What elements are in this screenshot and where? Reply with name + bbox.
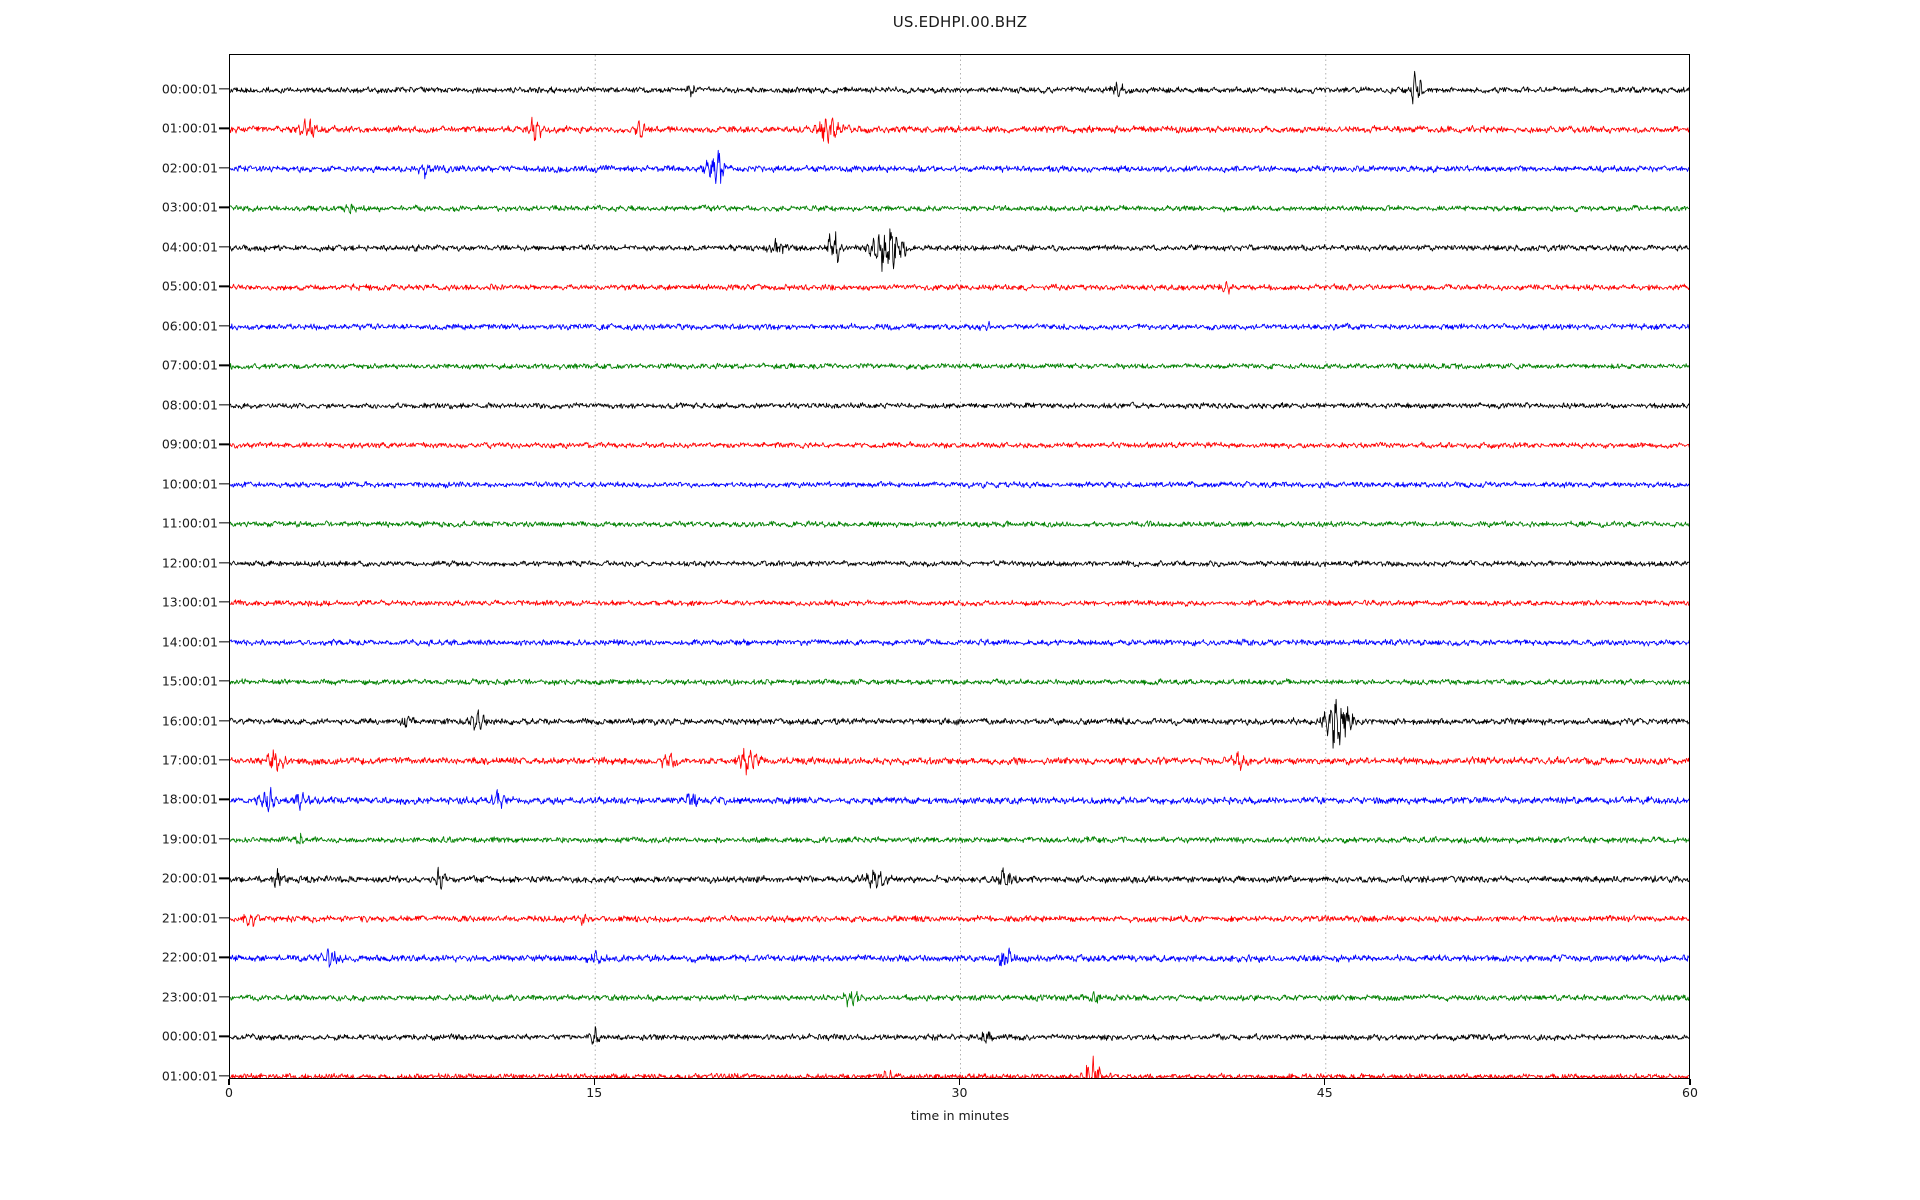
y-axis-tick-label: 14:00:01 — [161, 634, 218, 650]
x-axis-tick-mark — [1689, 1079, 1691, 1085]
waveform-trace — [230, 480, 1689, 489]
y-axis-tick-label: 00:00:01 — [161, 81, 218, 97]
y-axis-tick-label: 04:00:01 — [161, 239, 218, 255]
y-axis-tick-mark — [219, 838, 229, 840]
waveform-trace — [230, 866, 1689, 890]
waveform-trace — [230, 362, 1689, 371]
waveform-trace — [230, 116, 1689, 144]
y-axis-tick-label: 12:00:01 — [161, 555, 218, 571]
y-axis-tick-mark — [219, 561, 229, 564]
y-axis-tick-mark — [219, 680, 229, 682]
y-axis-tick-mark — [219, 956, 229, 958]
y-axis-tick-label: 03:00:01 — [161, 199, 218, 215]
y-axis-tick-label: 13:00:01 — [161, 594, 218, 610]
waveform-trace — [230, 281, 1689, 295]
waveform-trace — [230, 832, 1689, 845]
y-axis-tick-mark — [219, 285, 229, 287]
x-axis-tick-label: 30 — [951, 1085, 968, 1100]
waveform-trace — [230, 228, 1689, 272]
x-axis-tick-label: 0 — [225, 1085, 233, 1100]
waveform-trace — [230, 698, 1689, 749]
waveform-trace — [230, 990, 1689, 1008]
y-axis-tick-label: 16:00:01 — [161, 713, 218, 729]
waveform-trace — [230, 401, 1689, 410]
x-axis-tick-mark — [593, 1079, 595, 1085]
y-axis-tick-label: 23:00:01 — [161, 989, 218, 1005]
x-axis-tick-label: 15 — [586, 1085, 603, 1100]
y-axis-tick-mark — [219, 719, 229, 722]
y-axis-tick-mark — [219, 996, 229, 998]
y-axis-tick-mark — [219, 404, 229, 406]
waveform-trace — [230, 559, 1689, 568]
y-axis-tick-mark — [219, 640, 229, 643]
y-axis-tick-mark — [219, 601, 229, 603]
y-axis-tick-mark — [219, 522, 229, 524]
y-axis-tick-mark — [219, 246, 229, 248]
y-axis-tick-mark — [219, 483, 229, 485]
y-axis-tick-label: 17:00:01 — [161, 752, 218, 768]
waveform-trace — [230, 520, 1689, 528]
y-axis-tick-mark — [219, 798, 229, 801]
waveform-trace — [230, 786, 1689, 813]
waveform-trace — [230, 149, 1689, 185]
y-axis-tick-mark — [219, 443, 229, 445]
x-axis-tick-mark — [1324, 1079, 1326, 1085]
y-axis-tick-mark — [219, 127, 229, 130]
waveform-trace — [230, 913, 1689, 928]
waveform-trace — [230, 70, 1689, 105]
y-axis-tick-mark — [219, 364, 229, 366]
y-axis-tick-label: 21:00:01 — [161, 910, 218, 926]
y-axis-tick-label: 08:00:01 — [161, 397, 218, 413]
waveform-canvas — [230, 55, 1689, 1078]
y-axis-tick-labels: 00:00:01 01:00:01 02:00:01 03:00:01 04:00:01… — [0, 0, 218, 1200]
y-axis-tick-mark — [219, 759, 229, 761]
waveform-trace — [230, 1055, 1689, 1078]
waveform-trace — [230, 947, 1689, 968]
waveform-trace — [230, 320, 1689, 332]
y-axis-tick-label: 01:00:01 — [161, 1068, 218, 1084]
y-axis-tick-mark — [219, 1075, 229, 1077]
y-axis-tick-label: 09:00:01 — [161, 436, 218, 452]
y-axis-tick-marks — [219, 0, 231, 1200]
waveform-trace — [230, 1026, 1689, 1045]
y-axis-tick-label: 00:00:01 — [161, 1028, 218, 1044]
y-axis-tick-label: 02:00:01 — [161, 160, 218, 176]
y-axis-tick-mark — [219, 877, 229, 880]
y-axis-tick-mark — [219, 206, 229, 209]
waveform-trace — [230, 678, 1689, 686]
y-axis-tick-label: 06:00:01 — [161, 318, 218, 334]
x-axis-tick-label: 45 — [1316, 1085, 1333, 1100]
y-axis-tick-mark — [219, 917, 229, 919]
waveform-trace — [230, 638, 1689, 647]
waveform-trace — [230, 441, 1689, 450]
y-axis-tick-mark — [219, 88, 229, 90]
y-axis-tick-mark — [219, 1035, 229, 1037]
y-axis-tick-label: 15:00:01 — [161, 673, 218, 689]
x-axis-tick-mark — [228, 1079, 230, 1085]
y-axis-tick-label: 01:00:01 — [161, 120, 218, 136]
y-axis-tick-label: 07:00:01 — [161, 357, 218, 373]
waveform-trace — [230, 203, 1689, 215]
y-axis-tick-label: 10:00:01 — [161, 476, 218, 492]
x-axis-tick-labels: 0 15 30 45 60 — [0, 1085, 1920, 1107]
waveform-trace — [230, 599, 1689, 607]
page-title: US.EDHPI.00.BHZ — [892, 13, 1028, 31]
waveform-trace — [230, 747, 1689, 776]
x-axis-title: time in minutes — [910, 1108, 1010, 1123]
plot-area — [229, 54, 1690, 1079]
y-axis-tick-label: 18:00:01 — [161, 791, 218, 807]
y-axis-tick-label: 05:00:01 — [161, 278, 218, 294]
y-axis-tick-label: 11:00:01 — [161, 515, 218, 531]
x-axis-tick-label: 60 — [1682, 1085, 1698, 1100]
x-axis-tick-marks — [0, 1079, 1920, 1087]
y-axis-tick-label: 20:00:01 — [161, 870, 218, 886]
y-axis-tick-label: 22:00:01 — [161, 949, 218, 965]
y-axis-tick-mark — [219, 325, 229, 327]
y-axis-tick-mark — [219, 167, 229, 169]
y-axis-tick-label: 19:00:01 — [161, 831, 218, 847]
x-axis-tick-mark — [958, 1079, 961, 1085]
